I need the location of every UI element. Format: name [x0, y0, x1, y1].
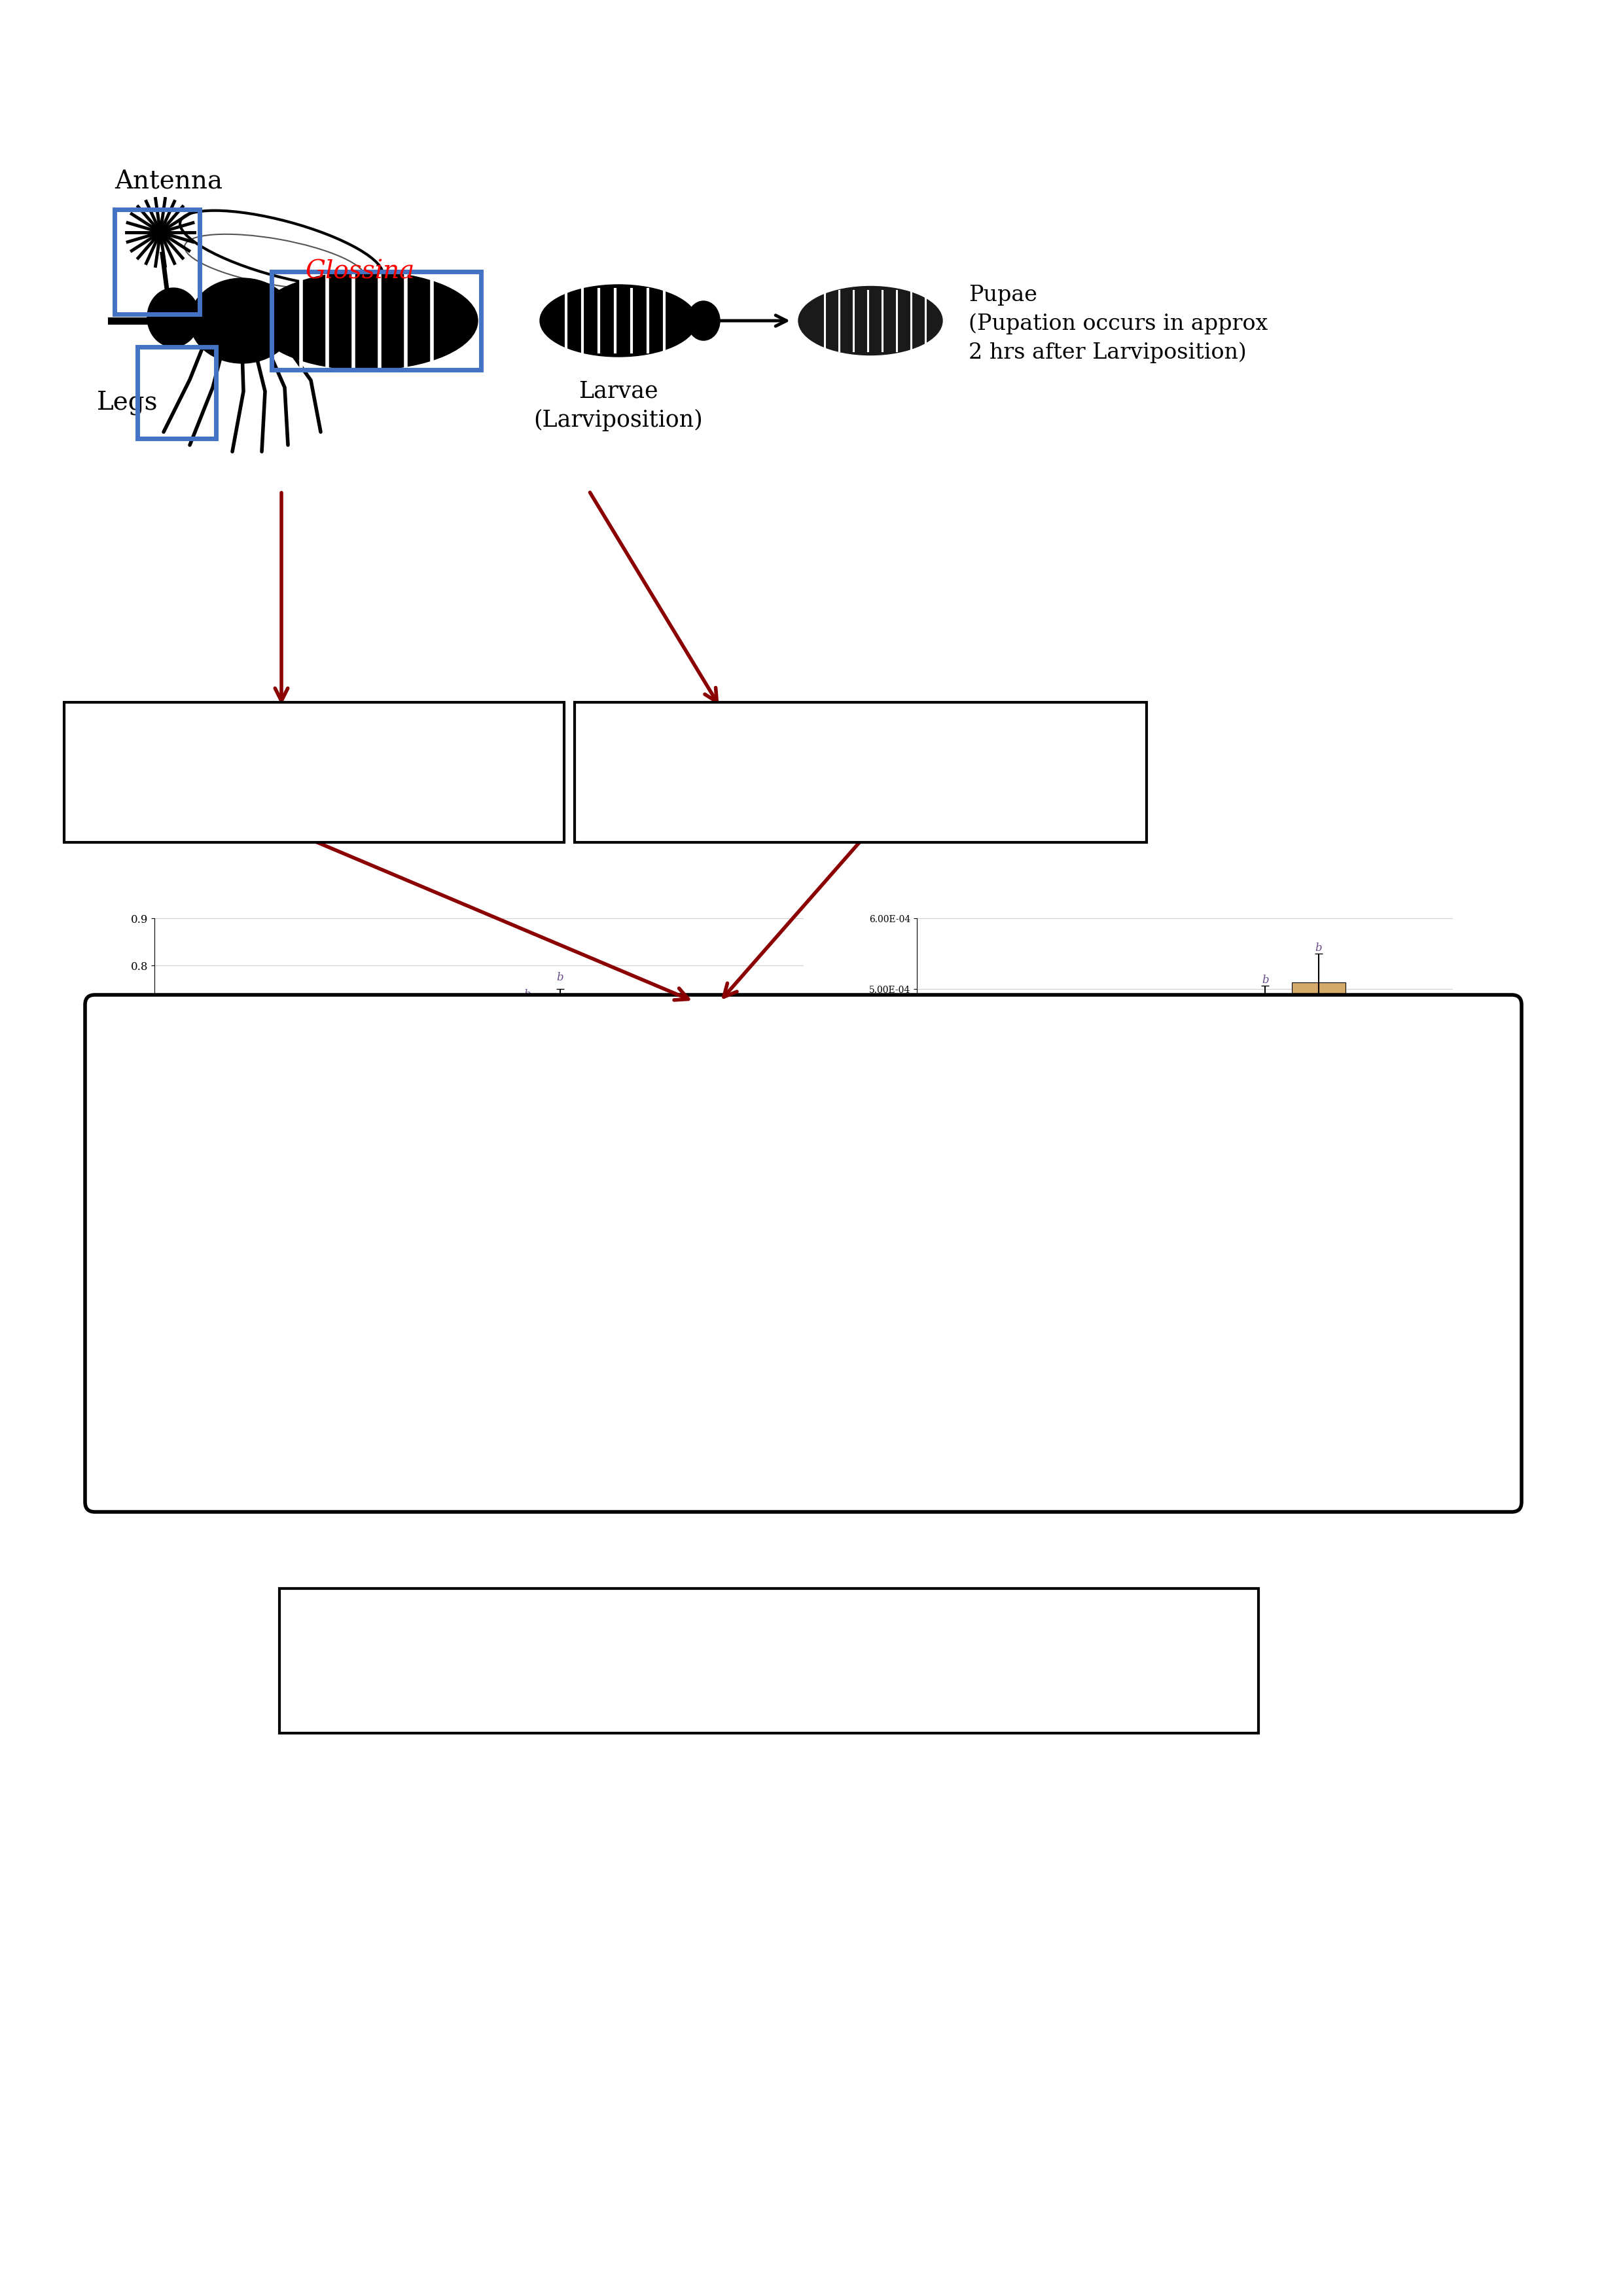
- Text: a: a: [232, 1254, 239, 1265]
- FancyBboxPatch shape: [575, 703, 1146, 843]
- Text: (Larvae and Pupae): (Larvae and Pupae): [769, 776, 974, 797]
- Text: a: a: [362, 1300, 368, 1311]
- Text: a: a: [751, 1318, 758, 1329]
- Ellipse shape: [687, 301, 721, 340]
- FancyBboxPatch shape: [65, 703, 565, 843]
- Bar: [271, 271, 480, 370]
- Text: Larvae
(Larviposition): Larvae (Larviposition): [534, 379, 703, 432]
- Bar: [187, 1097, 219, 1343]
- FancyBboxPatch shape: [84, 994, 1522, 1511]
- Bar: [544, 999, 576, 1343]
- Bar: [349, 1320, 381, 1343]
- Bar: [138, 347, 216, 439]
- Text: Glossina: Glossina: [315, 726, 401, 746]
- Bar: [706, 1295, 738, 1343]
- Bar: [1238, 1010, 1292, 1343]
- Text: Glossina: Glossina: [683, 776, 769, 794]
- Text: Orco expression profile in Larvae, Pupae, Adult male (M) and: Orco expression profile in Larvae, Pupae…: [294, 1619, 948, 1639]
- Text: Antenna: Antenna: [115, 170, 222, 193]
- Bar: [381, 1295, 414, 1343]
- Text: a: a: [394, 1274, 401, 1286]
- Bar: [576, 1332, 609, 1343]
- Text: Glossina: Glossina: [305, 259, 414, 285]
- Text: Pupae
(Pupation occurs in approx
2 hrs after Larviposition): Pupae (Pupation occurs in approx 2 hrs a…: [969, 285, 1268, 363]
- Bar: [1345, 1322, 1399, 1343]
- Bar: [511, 1017, 544, 1343]
- Bar: [1292, 983, 1345, 1343]
- Bar: [252, 1277, 284, 1343]
- Ellipse shape: [148, 287, 200, 347]
- Bar: [1078, 1334, 1131, 1343]
- Ellipse shape: [799, 287, 943, 356]
- Text: Orco expression in developmental: Orco expression in developmental: [589, 726, 935, 746]
- Text: Orco expression in adult: Orco expression in adult: [78, 726, 334, 746]
- Bar: [1024, 1313, 1078, 1343]
- Text: a: a: [589, 1313, 596, 1322]
- Text: a: a: [719, 1274, 725, 1286]
- Text: Adult female (F): Adult female (F): [294, 1671, 474, 1692]
- Text: a: a: [1048, 1297, 1053, 1309]
- Bar: [414, 1295, 446, 1343]
- Text: a: a: [265, 1256, 271, 1267]
- Text: b: b: [1261, 974, 1269, 985]
- Text: a: a: [1370, 1309, 1375, 1320]
- Y-axis label: RNA Expression Levels: RNA Expression Levels: [115, 1061, 127, 1201]
- FancyBboxPatch shape: [279, 1589, 1258, 1733]
- Text: ab: ab: [196, 1070, 209, 1079]
- Text: body parts (antenna and legs): body parts (antenna and legs): [78, 776, 381, 797]
- Y-axis label: RNA Expression Levels: RNA Expression Levels: [849, 1061, 862, 1201]
- Text: Legs: Legs: [97, 390, 157, 416]
- Ellipse shape: [190, 278, 294, 363]
- Text: a: a: [995, 1267, 1000, 1279]
- Bar: [115, 209, 200, 315]
- Bar: [219, 1277, 252, 1343]
- X-axis label: (B): (B): [1173, 1364, 1196, 1378]
- Text: b: b: [524, 990, 531, 999]
- Text: Glossina: Glossina: [477, 1671, 568, 1692]
- Text: MA: Male Antenae; FA: Female Antenae; ML: Male Legs; FL: Female Legs: MA: Male Antenae; FA: Female Antenae; ML…: [589, 1405, 1034, 1419]
- Text: b: b: [557, 971, 563, 983]
- Text: b: b: [1315, 941, 1323, 953]
- Text: a: a: [1102, 1322, 1107, 1334]
- Text: a: a: [687, 1270, 693, 1281]
- Ellipse shape: [255, 271, 477, 370]
- Bar: [674, 1290, 706, 1343]
- X-axis label: (A): (A): [467, 1364, 490, 1378]
- Bar: [971, 1286, 1024, 1343]
- Text: stages of: stages of: [589, 776, 687, 794]
- Bar: [738, 1336, 771, 1343]
- Text: species: species: [570, 1671, 654, 1692]
- Legend: Gff, Gpd, Gmm: Gff, Gpd, Gmm: [714, 1359, 909, 1382]
- Ellipse shape: [540, 285, 696, 356]
